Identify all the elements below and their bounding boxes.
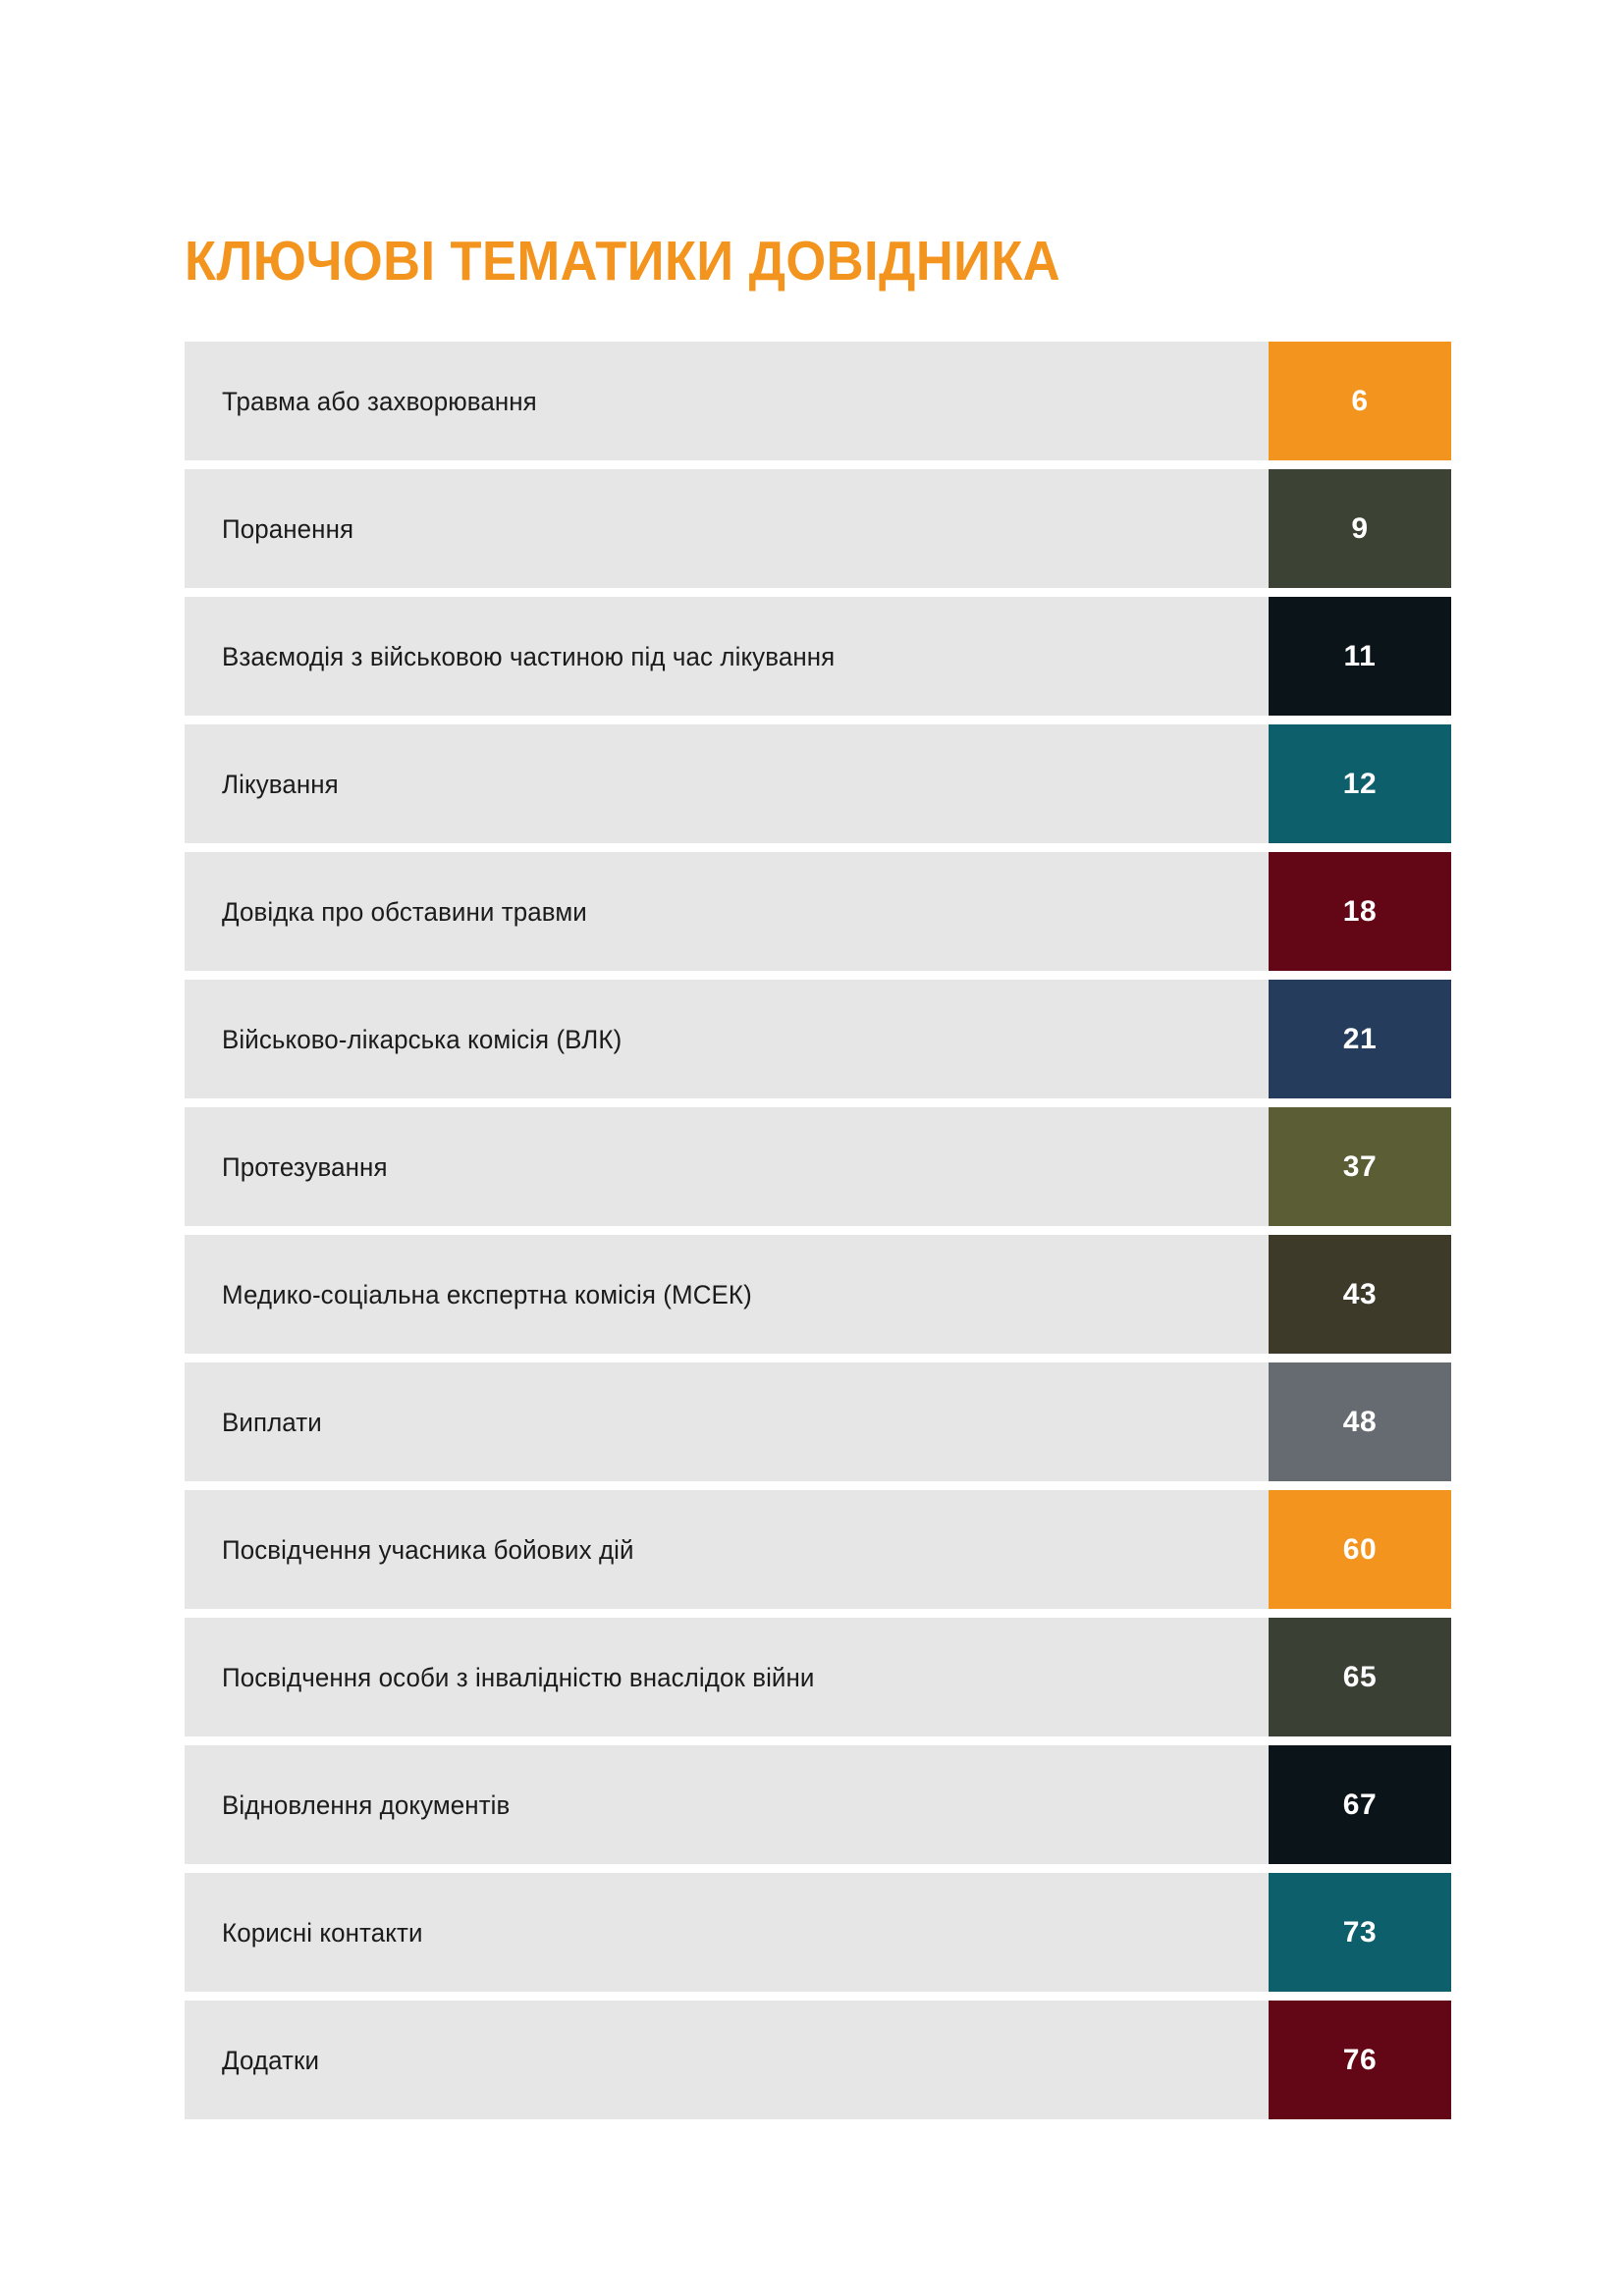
table-row[interactable]: Військово-лікарська комісія (ВЛК) 21 (185, 980, 1451, 1098)
toc-entry-label-cell: Лікування (185, 724, 1269, 843)
toc-entry-page-badge: 67 (1269, 1745, 1451, 1864)
toc-entry-page-badge: 18 (1269, 852, 1451, 971)
toc-entry-page-badge: 21 (1269, 980, 1451, 1098)
toc-entry-label-cell: Відновлення документів (185, 1745, 1269, 1864)
toc-entry-label: Взаємодія з військовою частиною під час … (222, 641, 836, 671)
toc-entry-label-cell: Військово-лікарська комісія (ВЛК) (185, 980, 1269, 1098)
toc-entry-page-badge: 12 (1269, 724, 1451, 843)
table-row[interactable]: Відновлення документів 67 (185, 1745, 1451, 1864)
table-row[interactable]: Медико-соціальна експертна комісія (МСЕК… (185, 1235, 1451, 1354)
table-row[interactable]: Посвідчення особи з інвалідністю внаслід… (185, 1618, 1451, 1736)
toc-entry-page-number: 65 (1342, 1660, 1378, 1693)
toc-entry-label-cell: Протезування (185, 1107, 1269, 1226)
table-row[interactable]: Травма або захворювання 6 (185, 342, 1451, 460)
toc-entry-page-badge: 11 (1269, 597, 1451, 716)
toc-entry-page-number: 67 (1342, 1788, 1378, 1821)
toc-entry-page-badge: 60 (1269, 1490, 1451, 1609)
toc-entry-label: Додатки (222, 2045, 320, 2075)
table-row[interactable]: Протезування 37 (185, 1107, 1451, 1226)
toc-entry-label: Відновлення документів (222, 1789, 511, 1820)
toc-entry-page-badge: 37 (1269, 1107, 1451, 1226)
toc-entry-label: Виплати (222, 1407, 322, 1437)
toc-entry-label-cell: Виплати (185, 1362, 1269, 1481)
toc-entry-label-cell: Додатки (185, 2001, 1269, 2119)
toc-entry-label-cell: Травма або захворювання (185, 342, 1269, 460)
toc-entry-label-cell: Поранення (185, 469, 1269, 588)
toc-entry-label: Поранення (222, 513, 354, 544)
table-row[interactable]: Корисні контакти 73 (185, 1873, 1451, 1992)
toc-entry-page-number: 21 (1342, 1022, 1378, 1055)
toc-entry-page-number: 12 (1342, 767, 1378, 800)
toc-entry-page-badge: 9 (1269, 469, 1451, 588)
table-row[interactable]: Додатки 76 (185, 2001, 1451, 2119)
toc-entry-label: Довідка про обставини травми (222, 896, 587, 927)
toc-entry-page-badge: 6 (1269, 342, 1451, 460)
toc-entry-page-number: 37 (1342, 1149, 1378, 1183)
toc-entry-page-number: 11 (1343, 639, 1377, 672)
toc-entry-page-badge: 48 (1269, 1362, 1451, 1481)
toc-entry-label-cell: Посвідчення особи з інвалідністю внаслід… (185, 1618, 1269, 1736)
table-of-contents: Травма або захворювання 6 Поранення 9 Взаємо… (185, 342, 1451, 2119)
page-title: КЛЮЧОВІ ТЕМАТИКИ ДОВІДНИКА (185, 230, 1061, 294)
toc-entry-page-number: 9 (1351, 511, 1369, 545)
toc-entry-label-cell: Корисні контакти (185, 1873, 1269, 1992)
toc-entry-label: Медико-соціальна експертна комісія (МСЕК… (222, 1279, 752, 1309)
toc-entry-page-number: 48 (1342, 1405, 1378, 1438)
toc-entry-label-cell: Медико-соціальна експертна комісія (МСЕК… (185, 1235, 1269, 1354)
toc-entry-page-badge: 76 (1269, 2001, 1451, 2119)
toc-entry-page-badge: 65 (1269, 1618, 1451, 1736)
toc-entry-label: Травма або захворювання (222, 386, 537, 416)
toc-entry-page-number: 6 (1351, 384, 1369, 417)
toc-entry-label-cell: Взаємодія з військовою частиною під час … (185, 597, 1269, 716)
toc-entry-label-cell: Довідка про обставини травми (185, 852, 1269, 971)
toc-entry-label: Корисні контакти (222, 1917, 423, 1948)
toc-entry-page-badge: 43 (1269, 1235, 1451, 1354)
toc-entry-label: Військово-лікарська комісія (ВЛК) (222, 1024, 623, 1054)
toc-entry-page-badge: 73 (1269, 1873, 1451, 1992)
toc-entry-page-number: 73 (1342, 1915, 1378, 1949)
table-row[interactable]: Лікування 12 (185, 724, 1451, 843)
toc-entry-page-number: 60 (1342, 1532, 1378, 1566)
table-row[interactable]: Поранення 9 (185, 469, 1451, 588)
table-row[interactable]: Довідка про обставини травми 18 (185, 852, 1451, 971)
table-row[interactable]: Виплати 48 (185, 1362, 1451, 1481)
toc-entry-label: Посвідчення учасника бойових дій (222, 1534, 634, 1565)
toc-entry-page-number: 43 (1342, 1277, 1378, 1310)
toc-entry-label: Протезування (222, 1151, 388, 1182)
toc-entry-page-number: 76 (1342, 2043, 1378, 2076)
toc-entry-page-number: 18 (1342, 894, 1378, 928)
toc-entry-label: Лікування (222, 769, 339, 799)
table-row[interactable]: Взаємодія з військовою частиною під час … (185, 597, 1451, 716)
toc-entry-label-cell: Посвідчення учасника бойових дій (185, 1490, 1269, 1609)
toc-entry-label: Посвідчення особи з інвалідністю внаслід… (222, 1662, 815, 1692)
table-row[interactable]: Посвідчення учасника бойових дій 60 (185, 1490, 1451, 1609)
